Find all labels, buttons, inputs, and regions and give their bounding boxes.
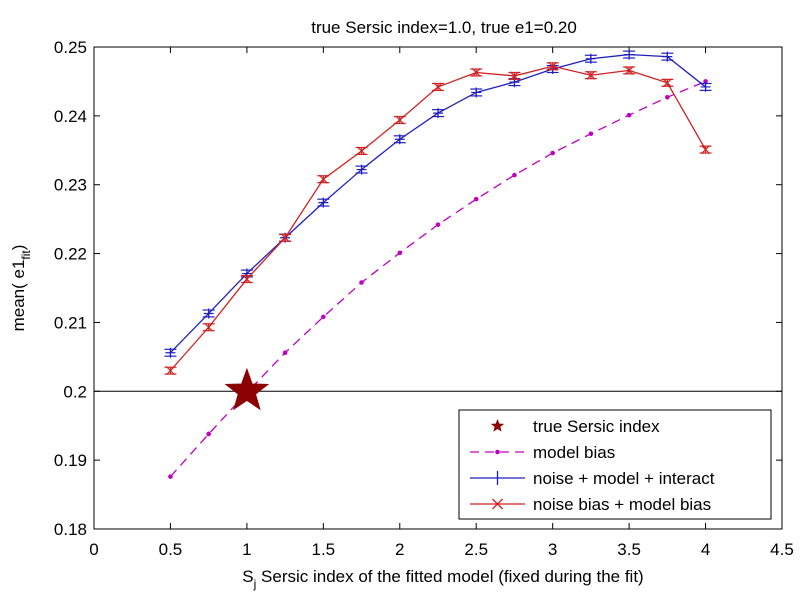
x-tick-label: 3.5: [617, 540, 641, 559]
point-noise-bias-model-bias: [701, 145, 710, 155]
point-noise-bias-model-bias: [624, 65, 634, 75]
y-tick-label: 0.18: [54, 520, 87, 539]
x-tick-label: 0.5: [159, 540, 183, 559]
point-noise-model-interact: [165, 347, 176, 358]
legend: true Sersic index model bias noise + mod…: [458, 409, 772, 520]
x-tick-label: 1.5: [312, 540, 336, 559]
point-noise-model-interact: [662, 51, 673, 62]
x-axis-ticks: 0 0.5 1 1.5 2 2.5 3 3.5 4 4.5: [89, 47, 794, 559]
x-tick-label: 4: [701, 540, 710, 559]
point-noise-model-interact: [203, 308, 214, 319]
legend-symbol-star: [490, 419, 505, 432]
x-tick-label: 1: [242, 540, 251, 559]
x-tick-label: 3: [548, 540, 557, 559]
point-noise-bias-model-bias: [433, 82, 443, 92]
x-tick-label: 0: [89, 540, 98, 559]
y-axis-ticks: 0.18 0.19 0.2 0.21 0.22 0.23 0.24 0.25: [54, 38, 782, 539]
chart-title: true Sersic index=1.0, true e1=0.20: [311, 18, 577, 37]
point-model-bias: [550, 150, 555, 156]
x-tick-label: 4.5: [770, 540, 794, 559]
point-noise-model-interact: [700, 81, 711, 92]
legend-symbols: [470, 419, 525, 510]
point-model-bias: [473, 196, 479, 202]
point-noise-bias-model-bias: [280, 233, 290, 243]
legend-label-noise-bias-model-bias: noise bias + model bias: [533, 495, 711, 514]
point-noise-bias-model-bias: [204, 322, 214, 332]
point-model-bias: [435, 222, 441, 227]
series-layer: [164, 49, 712, 479]
x-axis-title: Sj Sersic index of the fitted model (fix…: [242, 567, 643, 591]
y-axis-title: mean( e1fit): [9, 245, 33, 332]
legend-symbol-noise-bias-marker: [492, 498, 503, 510]
point-model-bias: [397, 250, 403, 256]
point-model-bias: [703, 79, 708, 84]
point-model-bias: [512, 172, 517, 178]
legend-label-noise-model-interact: noise + model + interact: [533, 469, 715, 488]
point-model-bias: [206, 431, 211, 437]
point-noise-bias-model-bias: [357, 146, 366, 156]
y-tick-label: 0.22: [54, 245, 87, 264]
x-tick-label: 2.5: [464, 540, 488, 559]
point-noise-model-interact: [356, 164, 367, 175]
point-model-bias: [665, 94, 670, 100]
star-layer: [224, 367, 270, 411]
point-noise-model-interact: [394, 134, 405, 145]
point-model-bias: [626, 112, 632, 118]
point-noise-bias-model-bias: [242, 274, 252, 284]
y-tick-label: 0.25: [54, 38, 87, 57]
point-noise-bias-model-bias: [662, 78, 672, 88]
legend-label-model-bias: model bias: [533, 443, 615, 462]
point-noise-model-interact: [585, 53, 596, 64]
legend-label-true-sersic-index: true Sersic index: [533, 417, 660, 436]
legend-box: [458, 409, 772, 520]
point-model-bias: [282, 350, 288, 356]
point-noise-model-interact: [624, 49, 635, 60]
point-noise-bias-model-bias: [395, 115, 405, 125]
y-tick-label: 0.21: [54, 313, 87, 332]
point-noise-bias-model-bias: [318, 174, 328, 184]
y-tick-label: 0.23: [54, 176, 87, 195]
y-tick-label: 0.2: [63, 382, 87, 401]
point-noise-bias-model-bias: [471, 68, 481, 77]
point-noise-bias-model-bias: [586, 70, 596, 80]
point-noise-bias-model-bias: [510, 71, 519, 81]
plot-frame: [93, 46, 783, 530]
point-model-bias: [588, 131, 594, 137]
legend-symbol-model-bias-dot: [495, 449, 500, 455]
point-noise-model-interact: [318, 197, 329, 208]
x-tick-label: 2: [395, 540, 404, 559]
point-noise-bias-model-bias: [548, 61, 558, 71]
y-tick-label: 0.19: [54, 451, 87, 470]
point-noise-model-interact: [433, 108, 443, 119]
point-model-bias: [168, 474, 173, 479]
point-model-bias: [359, 280, 364, 285]
point-noise-bias-model-bias: [166, 366, 175, 376]
y-tick-label: 0.24: [54, 107, 87, 126]
true-sersic-star-marker: [224, 367, 270, 411]
point-noise-model-interact: [471, 87, 482, 98]
point-model-bias: [321, 314, 326, 320]
